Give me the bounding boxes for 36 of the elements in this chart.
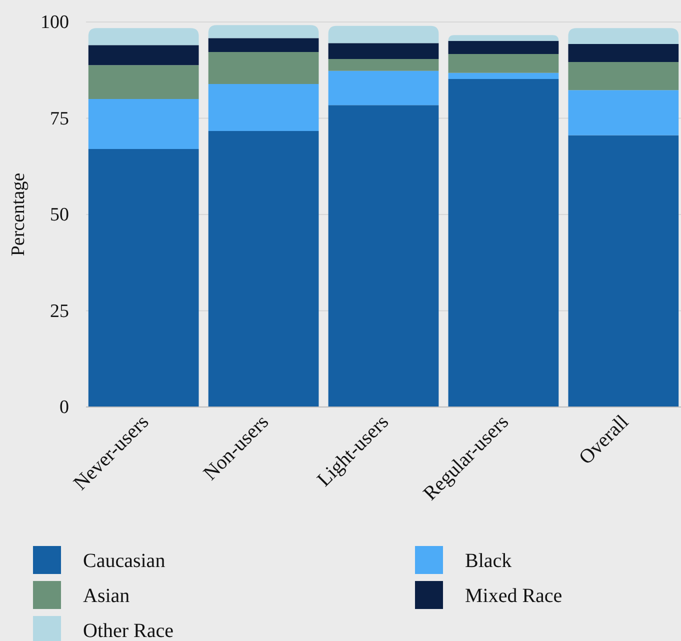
y-tick-label: 50: [50, 204, 69, 226]
bar: [448, 54, 559, 73]
bar: [88, 45, 199, 66]
bar: [208, 25, 319, 38]
legend-label: Other Race: [83, 620, 174, 641]
bar: [568, 62, 679, 90]
bar: [88, 28, 199, 46]
bar: [208, 38, 319, 52]
bar: [328, 70, 439, 106]
bar: [328, 26, 439, 44]
bar: [328, 43, 439, 59]
bar: [448, 35, 559, 41]
legend-label: Asian: [83, 585, 130, 607]
bar: [328, 58, 439, 71]
y-axis-title: Percentage: [8, 172, 29, 256]
legend-label: Black: [465, 550, 512, 572]
y-tick-label: 0: [60, 397, 69, 418]
legend-label: Mixed Race: [465, 585, 562, 607]
bar: [568, 44, 679, 62]
y-tick-label: 100: [40, 12, 69, 34]
bar: [208, 84, 319, 131]
bar: [448, 40, 559, 54]
bar: [568, 28, 679, 44]
bar: [208, 130, 319, 407]
legend-label: Caucasian: [83, 550, 166, 572]
bar: [88, 149, 199, 407]
bar: [88, 65, 199, 99]
bar: [448, 78, 559, 407]
y-tick-label: 25: [50, 300, 69, 322]
bar: [328, 105, 439, 407]
y-tick-label: 75: [50, 108, 69, 130]
bar: [568, 135, 679, 407]
bar: [88, 99, 199, 150]
bar: [568, 90, 679, 136]
bar: [208, 52, 319, 84]
bar: [448, 72, 559, 79]
